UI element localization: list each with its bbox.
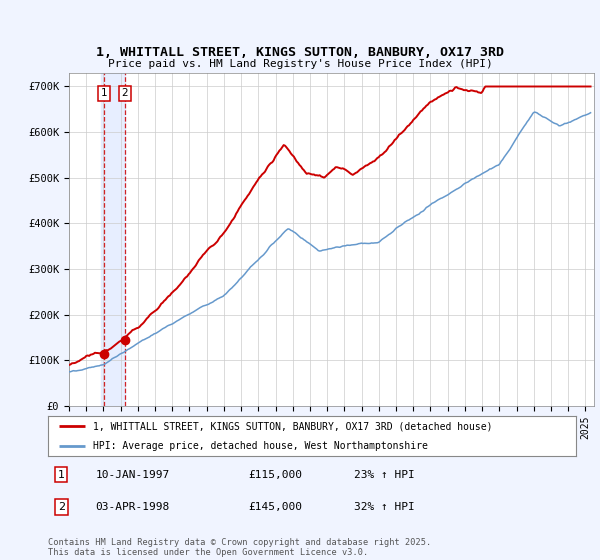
Text: 1: 1 <box>101 88 107 99</box>
Text: £145,000: £145,000 <box>248 502 302 512</box>
Text: £115,000: £115,000 <box>248 470 302 479</box>
Text: 2: 2 <box>122 88 128 99</box>
Text: 03-APR-1998: 03-APR-1998 <box>95 502 170 512</box>
Text: 23% ↑ HPI: 23% ↑ HPI <box>354 470 415 479</box>
Text: Contains HM Land Registry data © Crown copyright and database right 2025.
This d: Contains HM Land Registry data © Crown c… <box>48 538 431 557</box>
Text: 10-JAN-1997: 10-JAN-1997 <box>95 470 170 479</box>
Bar <box>101 73 125 406</box>
Text: 2: 2 <box>58 502 65 512</box>
Text: 1, WHITTALL STREET, KINGS SUTTON, BANBURY, OX17 3RD: 1, WHITTALL STREET, KINGS SUTTON, BANBUR… <box>96 46 504 59</box>
Text: 32% ↑ HPI: 32% ↑ HPI <box>354 502 415 512</box>
Text: Price paid vs. HM Land Registry's House Price Index (HPI): Price paid vs. HM Land Registry's House … <box>107 59 493 69</box>
Text: 1: 1 <box>58 470 65 479</box>
Text: 1, WHITTALL STREET, KINGS SUTTON, BANBURY, OX17 3RD (detached house): 1, WHITTALL STREET, KINGS SUTTON, BANBUR… <box>93 421 493 431</box>
Text: HPI: Average price, detached house, West Northamptonshire: HPI: Average price, detached house, West… <box>93 441 428 451</box>
